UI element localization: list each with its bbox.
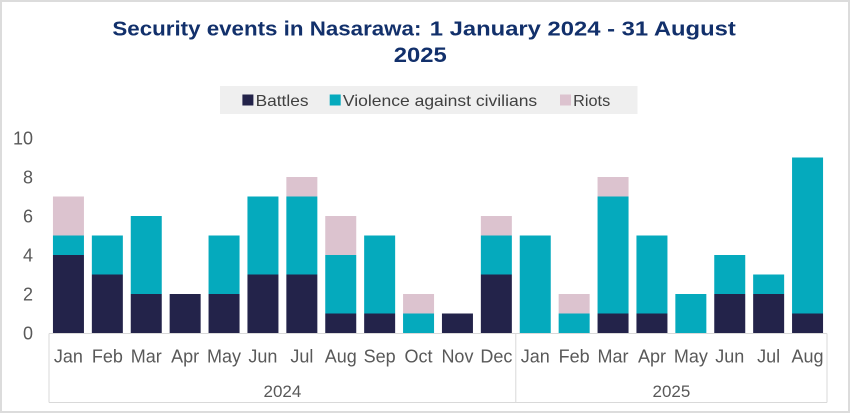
svg-text:2025: 2025 [652,382,690,401]
svg-text:Riots: Riots [573,93,610,110]
svg-text:Jun: Jun [248,347,277,367]
svg-text:Jul: Jul [290,347,313,367]
svg-text:10: 10 [13,129,33,149]
svg-text:Sep: Sep [364,347,396,367]
svg-text:2025: 2025 [394,44,447,67]
svg-text:Feb: Feb [559,347,590,367]
svg-text:Mar: Mar [131,347,162,367]
svg-text:Dec: Dec [480,347,512,367]
svg-text:8: 8 [23,168,33,188]
svg-text:Jan: Jan [54,347,83,367]
svg-text:Security events in Nasarawa:: Security events in Nasarawa: [112,18,421,40]
svg-text:Aug: Aug [792,347,824,367]
svg-text:Jun: Jun [715,347,744,367]
svg-text:Battles: Battles [256,93,309,110]
svg-text:0: 0 [23,324,33,344]
svg-text:Mar: Mar [598,347,629,367]
svg-text:Nov: Nov [441,347,473,367]
svg-text:2024: 2024 [263,382,301,401]
svg-text:Aug: Aug [325,347,357,367]
svg-text:6: 6 [23,207,33,227]
svg-text:4: 4 [23,246,33,266]
svg-text:May: May [674,347,708,367]
svg-text:Violence against civilians: Violence against civilians [343,93,537,110]
svg-text:1 January 2024 - 31 August: 1 January 2024 - 31 August [430,18,736,40]
svg-text:Apr: Apr [638,347,666,367]
svg-text:Oct: Oct [405,347,433,367]
svg-text:Jul: Jul [757,347,780,367]
svg-text:Apr: Apr [171,347,199,367]
svg-text:Jan: Jan [521,347,550,367]
svg-text:May: May [207,347,241,367]
svg-text:2: 2 [23,285,33,305]
svg-text:Feb: Feb [92,347,123,367]
